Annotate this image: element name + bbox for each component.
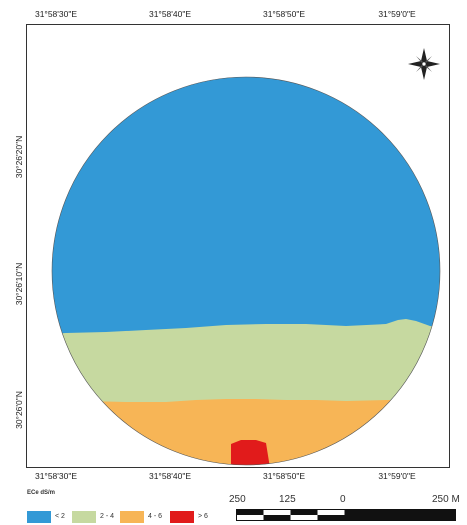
left-latitude-label: 30°26'20"N (14, 135, 24, 179)
map-canvas (51, 48, 441, 466)
bottom-longitude-label: 31°58'50"E (262, 471, 306, 481)
scale-label: 250 M (432, 494, 460, 505)
legend-title: ECe dS/m (27, 490, 56, 496)
scale-bar (236, 509, 456, 521)
top-longitude-label: 31°59'0"E (378, 9, 416, 19)
top-longitude-label: 31°58'40"E (148, 9, 192, 19)
field-boundary (51, 76, 441, 466)
salinity-zones (52, 77, 440, 465)
legend-swatch (72, 511, 96, 523)
top-longitude-label: 31°58'50"E (262, 9, 306, 19)
top-longitude-label: 31°58'30"E (34, 9, 78, 19)
legend-label: < 2 (55, 513, 65, 520)
zone-gt-6 (231, 440, 270, 465)
left-latitude-label: 30°26'10"N (14, 262, 24, 306)
bottom-longitude-label: 31°58'30"E (34, 471, 78, 481)
scale-label: 0 (340, 494, 346, 505)
legend-label: 2 - 4 (100, 513, 115, 520)
legend-swatch (170, 511, 194, 523)
legend-label: > 6 (198, 513, 208, 520)
scale-label: 250 (229, 494, 246, 505)
map-frame (26, 24, 450, 468)
compass-rose-icon (408, 48, 440, 80)
bottom-longitude-label: 31°59'0"E (378, 471, 416, 481)
left-latitude-label: 30°26'0"N (14, 391, 24, 429)
legend-label: 4 - 6 (148, 513, 163, 520)
legend-swatch (27, 511, 51, 523)
bottom-longitude-label: 31°58'40"E (148, 471, 192, 481)
scale-label: 125 (279, 494, 296, 505)
legend-swatch (120, 511, 144, 523)
